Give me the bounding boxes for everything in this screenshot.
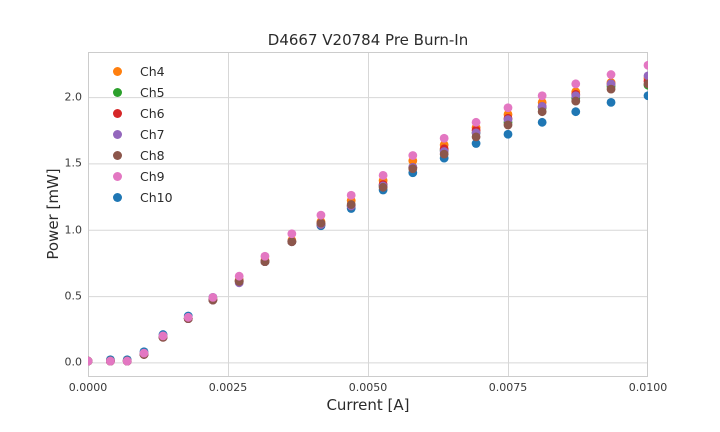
- x-axis-label: Current [A]: [326, 396, 410, 414]
- legend-marker-icon: [113, 130, 122, 139]
- point-ch9: [503, 103, 513, 113]
- point-ch8: [571, 96, 581, 106]
- y-tick-label: 1.0: [64, 223, 83, 237]
- y-tick-label: 2.0: [64, 90, 83, 104]
- point-ch8: [287, 237, 297, 247]
- point-ch7: [643, 71, 648, 81]
- point-ch8: [606, 84, 616, 94]
- legend-label: Ch4: [140, 64, 165, 79]
- x-tick-label: 0.0000: [68, 381, 108, 394]
- point-ch8: [346, 200, 356, 209]
- point-ch10: [503, 129, 513, 139]
- point-ch8: [537, 107, 547, 117]
- legend-marker-icon: [113, 172, 122, 181]
- legend-label: Ch5: [140, 85, 165, 100]
- point-ch8: [471, 132, 481, 142]
- legend-item-ch5: Ch5: [105, 82, 173, 103]
- point-ch9: [378, 170, 388, 180]
- legend-item-ch9: Ch9: [105, 166, 173, 187]
- point-ch9: [439, 133, 449, 143]
- point-ch10: [571, 107, 581, 117]
- y-tick-label: 1.5: [64, 156, 83, 170]
- point-ch9: [537, 91, 547, 101]
- point-ch9: [158, 331, 168, 341]
- point-ch8: [439, 149, 449, 159]
- legend-item-ch7: Ch7: [105, 124, 173, 145]
- point-ch10: [471, 139, 481, 148]
- legend-label: Ch8: [140, 148, 165, 163]
- point-ch9: [139, 348, 149, 358]
- legend-label: Ch9: [140, 169, 165, 184]
- y-axis-label: Power [mW]: [44, 168, 62, 260]
- legend-marker-icon: [113, 151, 122, 160]
- legend-item-ch8: Ch8: [105, 145, 173, 166]
- point-ch9: [408, 151, 418, 160]
- plot-area: [88, 52, 648, 377]
- legend-item-ch4: Ch4: [105, 61, 173, 82]
- legend-item-ch10: Ch10: [105, 187, 173, 208]
- point-ch9: [208, 293, 218, 302]
- point-ch9: [234, 271, 244, 281]
- plot-border: [88, 52, 648, 377]
- legend-marker-icon: [113, 193, 122, 202]
- legend-marker-icon: [113, 109, 122, 118]
- x-tick-label: 0.0100: [628, 381, 668, 394]
- point-ch10: [537, 117, 547, 127]
- y-tick-label: 0.5: [64, 289, 83, 303]
- point-ch9: [260, 251, 270, 261]
- point-ch9: [316, 210, 326, 220]
- point-ch9: [346, 190, 356, 200]
- legend-marker-icon: [113, 67, 122, 76]
- point-ch9: [122, 356, 132, 366]
- legend-label: Ch6: [140, 106, 165, 121]
- point-ch9: [88, 356, 93, 366]
- legend-label: Ch7: [140, 127, 165, 142]
- point-ch9: [643, 60, 648, 70]
- legend-label: Ch10: [140, 190, 173, 205]
- point-ch9: [287, 229, 297, 239]
- x-tick-label: 0.0050: [348, 381, 388, 394]
- chart-title: D4667 V20784 Pre Burn-In: [267, 31, 469, 49]
- legend-marker-icon: [113, 88, 122, 97]
- point-ch8: [643, 79, 648, 89]
- point-ch9: [606, 70, 616, 79]
- point-ch9: [471, 117, 481, 127]
- point-ch8: [503, 120, 513, 130]
- point-ch8: [408, 164, 418, 174]
- point-ch8: [378, 182, 388, 192]
- point-ch8: [316, 218, 326, 228]
- x-tick-label: 0.0075: [488, 381, 528, 394]
- point-ch9: [106, 356, 115, 366]
- y-tick-label: 0.0: [64, 355, 83, 369]
- legend-item-ch6: Ch6: [105, 103, 173, 124]
- legend: Ch4 Ch5 Ch6 Ch7 Ch8 Ch9 Ch10: [105, 61, 173, 208]
- point-ch10: [606, 98, 616, 107]
- point-ch10: [643, 91, 648, 101]
- point-ch9: [183, 312, 193, 322]
- point-ch9: [571, 79, 581, 89]
- x-tick-label: 0.0025: [208, 381, 248, 394]
